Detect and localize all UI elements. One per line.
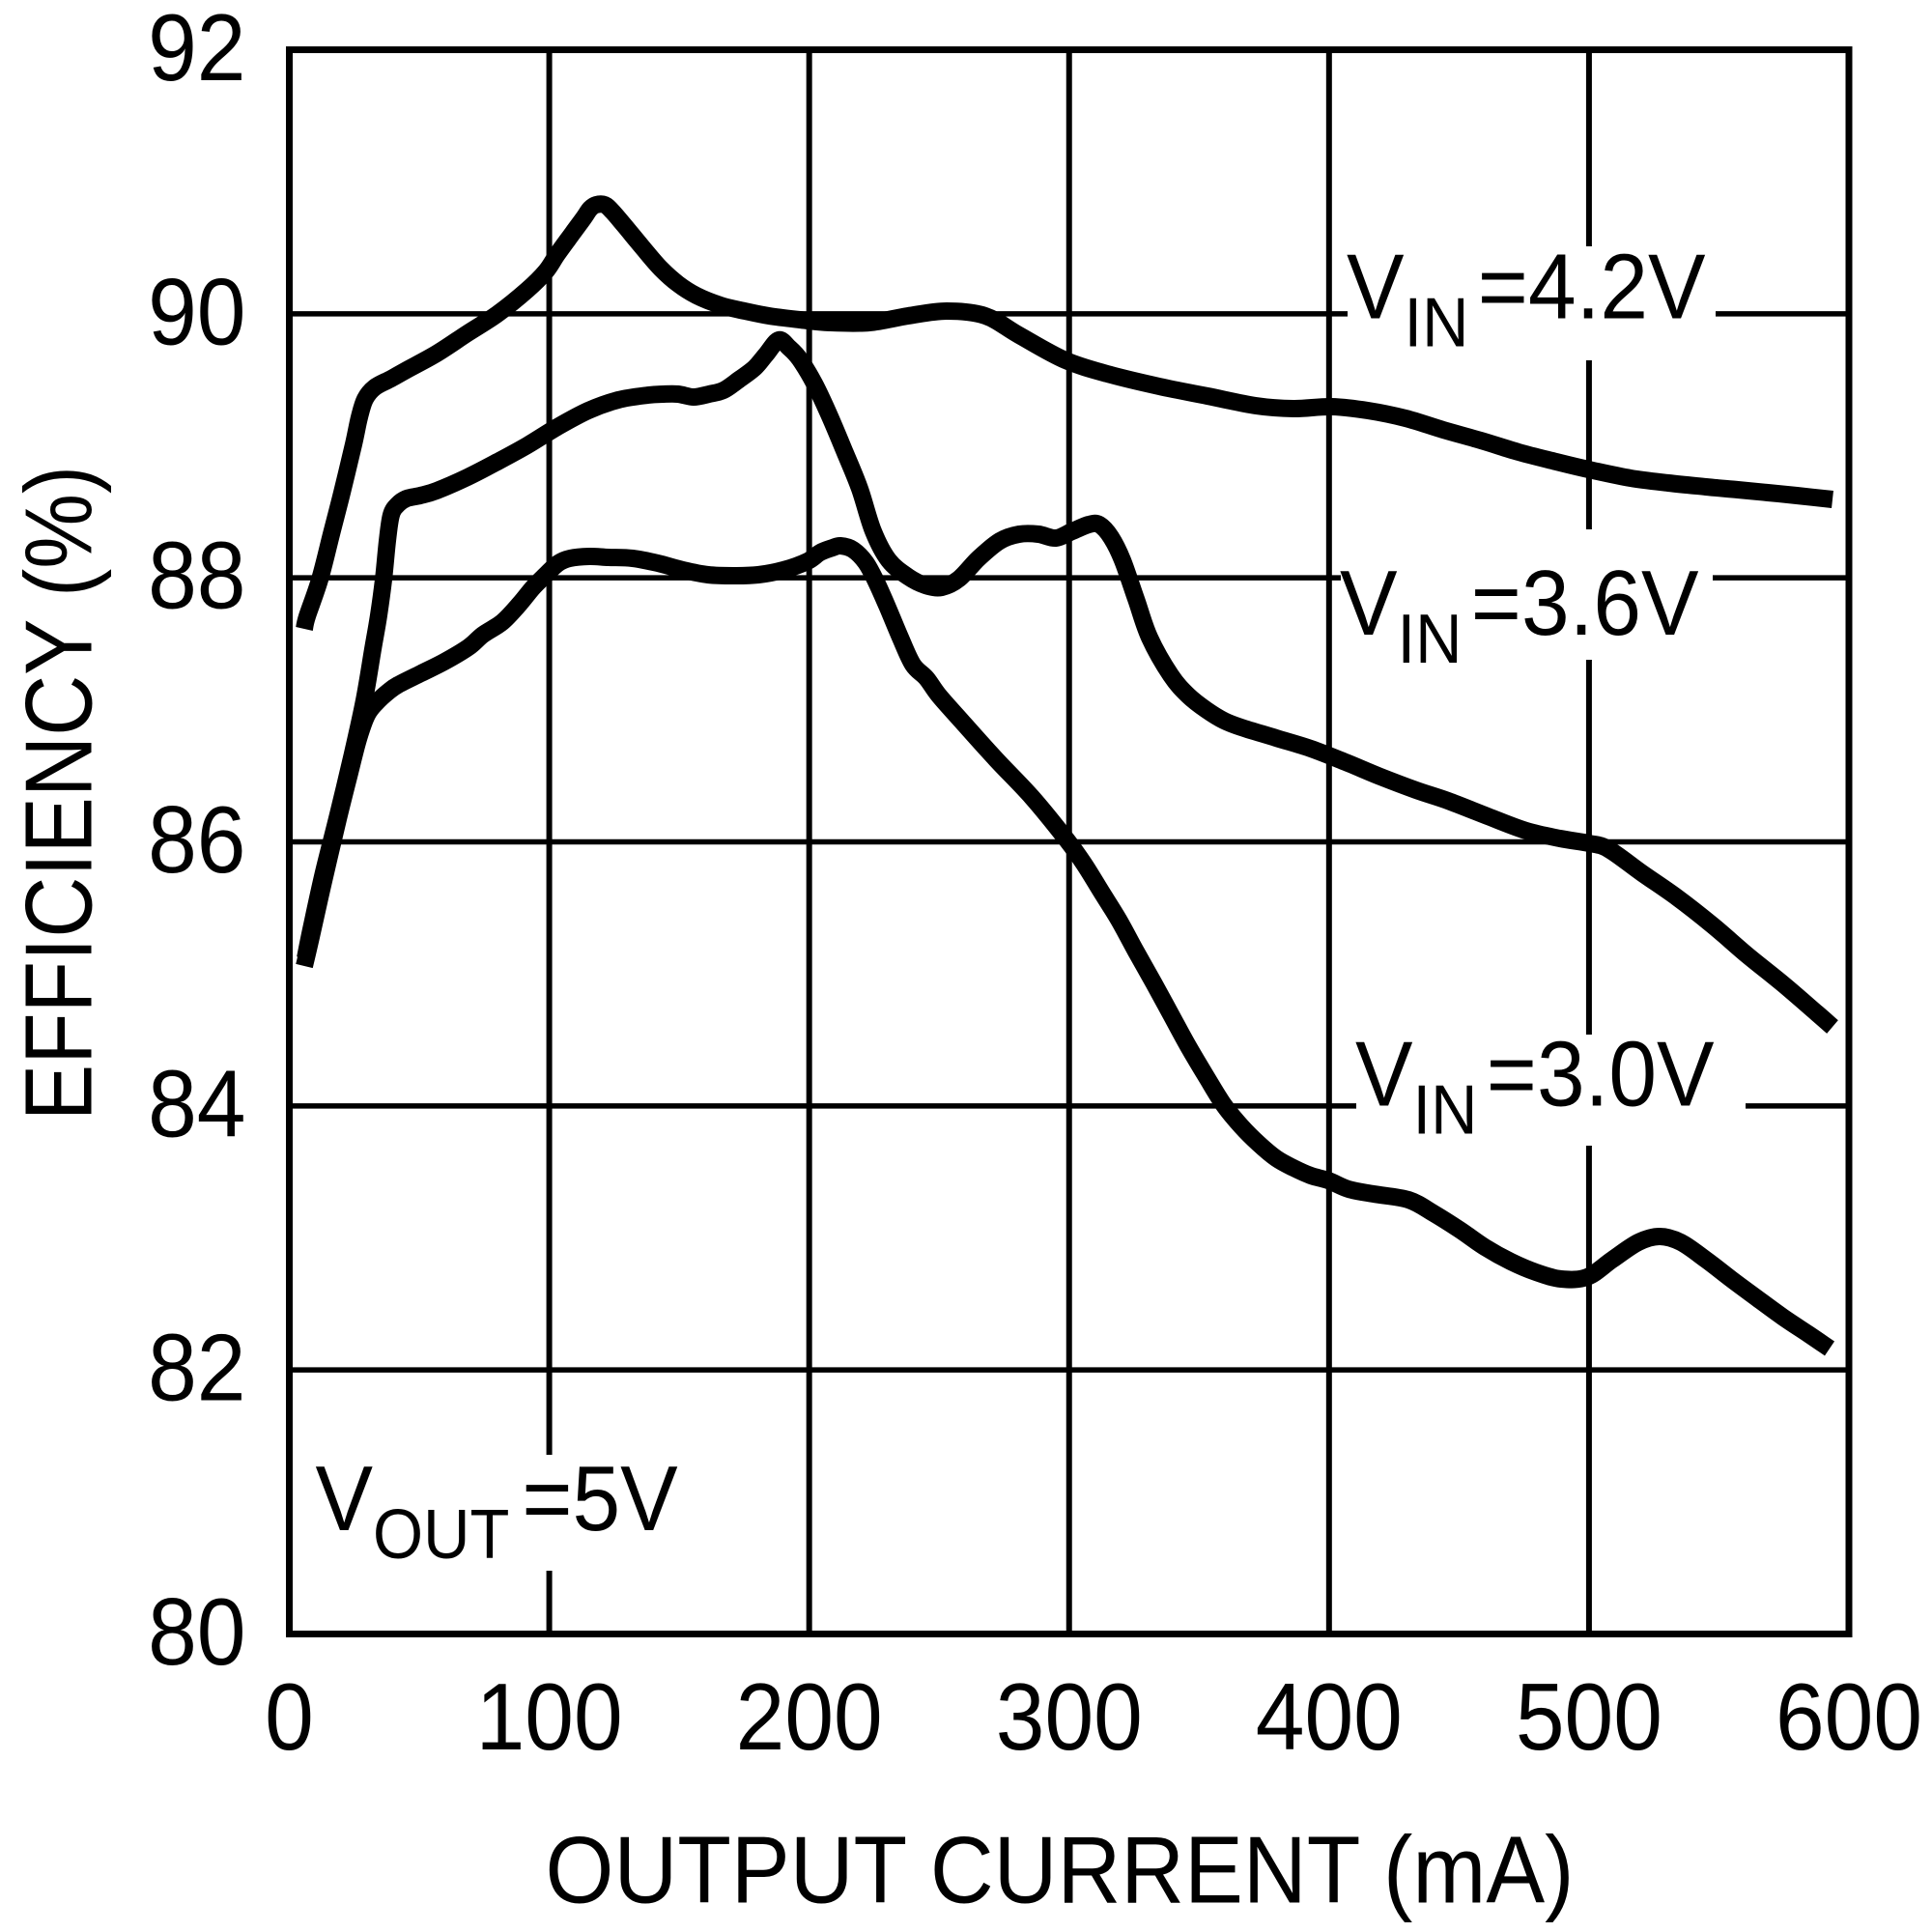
svg-text:200: 200	[736, 1664, 883, 1771]
svg-text:80: 80	[148, 1579, 245, 1686]
svg-text:86: 86	[148, 787, 245, 894]
svg-text:0: 0	[265, 1664, 314, 1771]
svg-text:88: 88	[148, 524, 245, 630]
svg-text:300: 300	[996, 1664, 1143, 1771]
svg-text:84: 84	[148, 1051, 245, 1157]
svg-text:OUTPUT CURRENT (mA): OUTPUT CURRENT (mA)	[546, 1817, 1575, 1923]
svg-text:400: 400	[1256, 1664, 1403, 1771]
svg-text:500: 500	[1516, 1664, 1662, 1771]
svg-text:100: 100	[476, 1664, 623, 1771]
svg-text:92: 92	[148, 0, 245, 101]
svg-text:600: 600	[1776, 1664, 1922, 1771]
svg-text:82: 82	[148, 1316, 245, 1422]
svg-text:EFFICIENCY (%): EFFICIENCY (%)	[6, 466, 112, 1121]
svg-text:90: 90	[148, 259, 245, 365]
